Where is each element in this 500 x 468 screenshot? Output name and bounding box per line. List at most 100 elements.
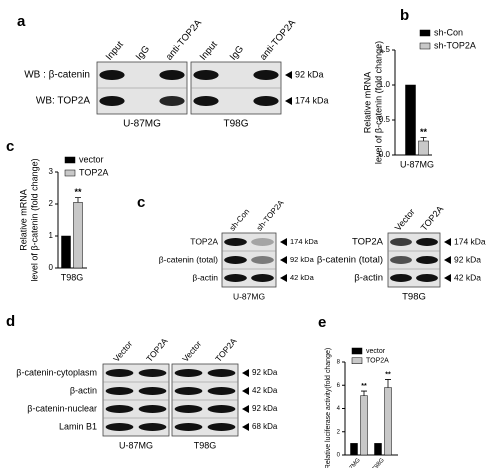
row-label: β-catenin (total) (317, 255, 383, 266)
y-axis-label: Relative luciferase activity(fold change… (325, 348, 332, 468)
column-label: Vector (180, 339, 203, 364)
y-tick-label: 0.0 (379, 150, 391, 159)
panel-label: a (17, 13, 26, 30)
bar (405, 84, 416, 156)
legend-label: sh-TOP2A (434, 40, 476, 50)
y-axis-label: level of β-catenin (fold change) (29, 158, 39, 281)
band (174, 387, 203, 395)
band (416, 274, 438, 282)
band (390, 274, 412, 282)
column-label: anti-TOP2A (258, 17, 299, 62)
size-label: 92 kDa (252, 368, 278, 377)
band (105, 405, 134, 413)
bar (374, 443, 382, 456)
y-tick-label: 3 (49, 167, 54, 176)
arrow (280, 256, 287, 264)
band (416, 256, 438, 264)
panel-label: c (137, 194, 145, 211)
band (105, 369, 134, 377)
band (174, 405, 203, 413)
column-label: IgG (228, 44, 246, 63)
band (416, 238, 438, 246)
band (224, 256, 247, 264)
bar (418, 140, 429, 156)
column-label: TOP2A (144, 336, 170, 364)
band (253, 96, 279, 106)
bar (360, 395, 368, 456)
band (193, 70, 219, 80)
legend-swatch (419, 42, 431, 50)
band (251, 256, 274, 264)
group-label: T98G (194, 440, 217, 450)
y-tick-label: 2 (337, 429, 341, 435)
size-label: 42 kDa (454, 272, 481, 282)
row-label: β-actin (354, 273, 383, 284)
legend-swatch (64, 169, 76, 177)
arrow (285, 97, 292, 105)
legend-swatch (419, 29, 431, 37)
row-label: WB: TOP2A (36, 96, 90, 107)
group-label: T98G (223, 119, 248, 130)
band (207, 405, 236, 413)
row-label: Lamin B1 (59, 421, 97, 431)
arrow (280, 238, 287, 246)
bar (350, 443, 358, 456)
band (99, 96, 125, 106)
band (138, 387, 167, 395)
row-label: β-actin (192, 272, 218, 282)
band (207, 369, 236, 377)
arrow (444, 274, 451, 282)
band (390, 238, 412, 246)
band (207, 387, 236, 395)
error-bar (75, 197, 81, 203)
group-label: T98G (402, 292, 426, 303)
y-tick-label: 1.0 (379, 80, 391, 89)
column-label: sh-TOP2A (255, 198, 286, 233)
x-tick-label: T98G (371, 457, 385, 468)
legend-swatch (64, 156, 76, 164)
band (159, 70, 185, 80)
size-label: 92 kDa (290, 255, 315, 264)
legend-label: TOP2A (366, 358, 389, 365)
arrow (242, 387, 249, 395)
band (224, 238, 247, 246)
band (193, 96, 219, 106)
size-label: 174 kDa (295, 95, 329, 105)
x-tick-label: U-87MG (400, 159, 434, 169)
error-bar (361, 390, 367, 396)
arrow (242, 405, 249, 413)
legend-label: vector (79, 154, 104, 164)
size-label: 42 kDa (252, 386, 278, 395)
column-label: TOP2A (213, 336, 239, 364)
arrow (444, 256, 451, 264)
size-label: 92 kDa (454, 254, 481, 264)
y-axis-label: Relative mRNA (18, 189, 28, 251)
column-label: IgG (134, 44, 152, 63)
size-label: 92 kDa (295, 69, 324, 79)
size-label: 174 kDa (290, 237, 319, 246)
band (99, 70, 125, 80)
arrow (280, 274, 287, 282)
y-tick-label: 0 (49, 263, 54, 272)
column-label: Input (198, 39, 220, 63)
y-tick-label: 8 (337, 360, 341, 366)
band (159, 96, 185, 106)
y-axis-label: level of β-catenin (fold change) (373, 41, 383, 164)
size-label: 42 kDa (290, 273, 315, 282)
column-label: TOP2A (419, 204, 446, 233)
significance: ** (385, 371, 391, 378)
band (224, 274, 247, 282)
panel-label: c (6, 138, 14, 155)
error-bar (385, 379, 391, 388)
legend-label: TOP2A (79, 167, 108, 177)
y-tick-label: 0.5 (379, 115, 391, 124)
row-label: TOP2A (190, 236, 218, 246)
band (390, 256, 412, 264)
band (174, 423, 203, 431)
arrow (242, 423, 249, 431)
legend-swatch (351, 357, 363, 364)
arrow (285, 71, 292, 79)
error-bar (420, 137, 427, 141)
bar (384, 387, 392, 456)
